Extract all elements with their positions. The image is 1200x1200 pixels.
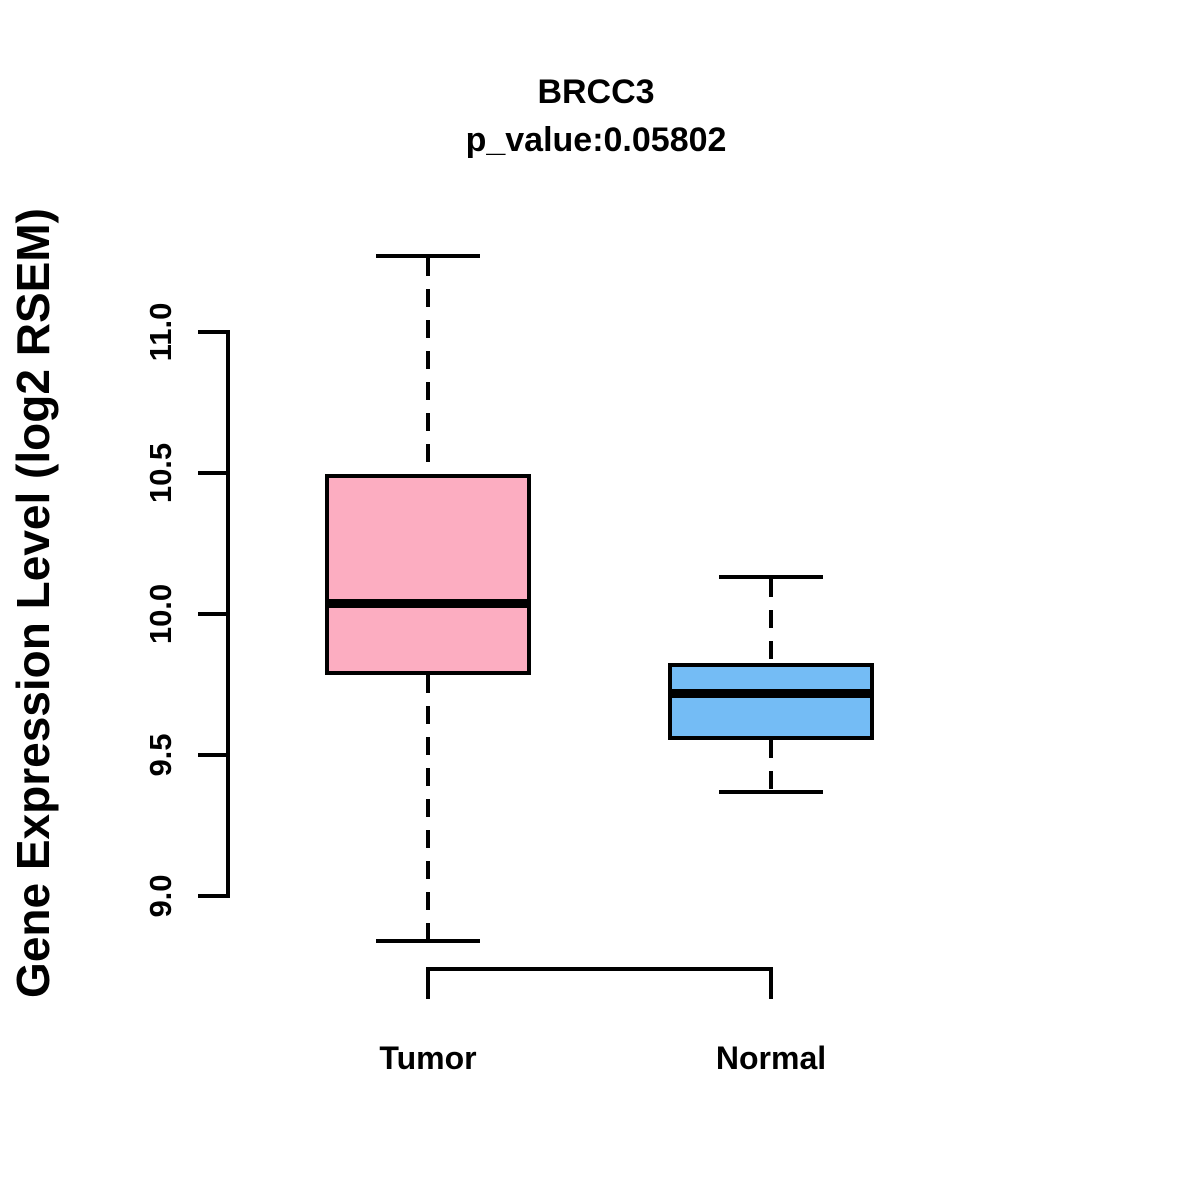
tumor-box [325,474,531,675]
y-axis-tick-label: 9.5 [143,733,178,777]
y-axis-tick [198,471,230,475]
chart-title: BRCC3 p_value:0.05802 [196,68,996,164]
x-axis-tick [769,967,773,999]
y-axis-tick [198,894,230,898]
tumor-upper-whisker [426,258,430,474]
y-axis-tick-label: 10.5 [143,442,178,504]
chart-title-gene: BRCC3 [537,73,655,111]
normal-upper-whisker-cap [719,575,823,579]
x-axis-line [426,967,773,971]
chart-title-pvalue: p_value:0.05802 [465,121,727,159]
y-axis-tick [198,753,230,757]
tumor-lower-whisker [426,675,430,939]
y-axis-tick [198,330,230,334]
y-axis-title: Gene Expression Level (log2 RSEM) [7,208,59,998]
y-axis-tick-label: 11.0 [143,302,178,362]
x-category-label-normal: Normal [715,1040,827,1076]
y-axis-tick [198,612,230,616]
y-axis-tick-label: 9.0 [143,874,178,918]
normal-lower-whisker-cap [719,790,823,794]
normal-median-line [668,689,874,698]
x-category-label-tumor: Tumor [379,1040,477,1076]
normal-lower-whisker [769,740,773,790]
normal-box [668,663,874,740]
x-axis-tick [426,967,430,999]
normal-upper-whisker [769,579,773,663]
y-axis-tick-label: 10.0 [143,583,178,645]
tumor-lower-whisker-cap [376,939,480,943]
tumor-median-line [325,599,531,608]
tumor-upper-whisker-cap [376,254,480,258]
